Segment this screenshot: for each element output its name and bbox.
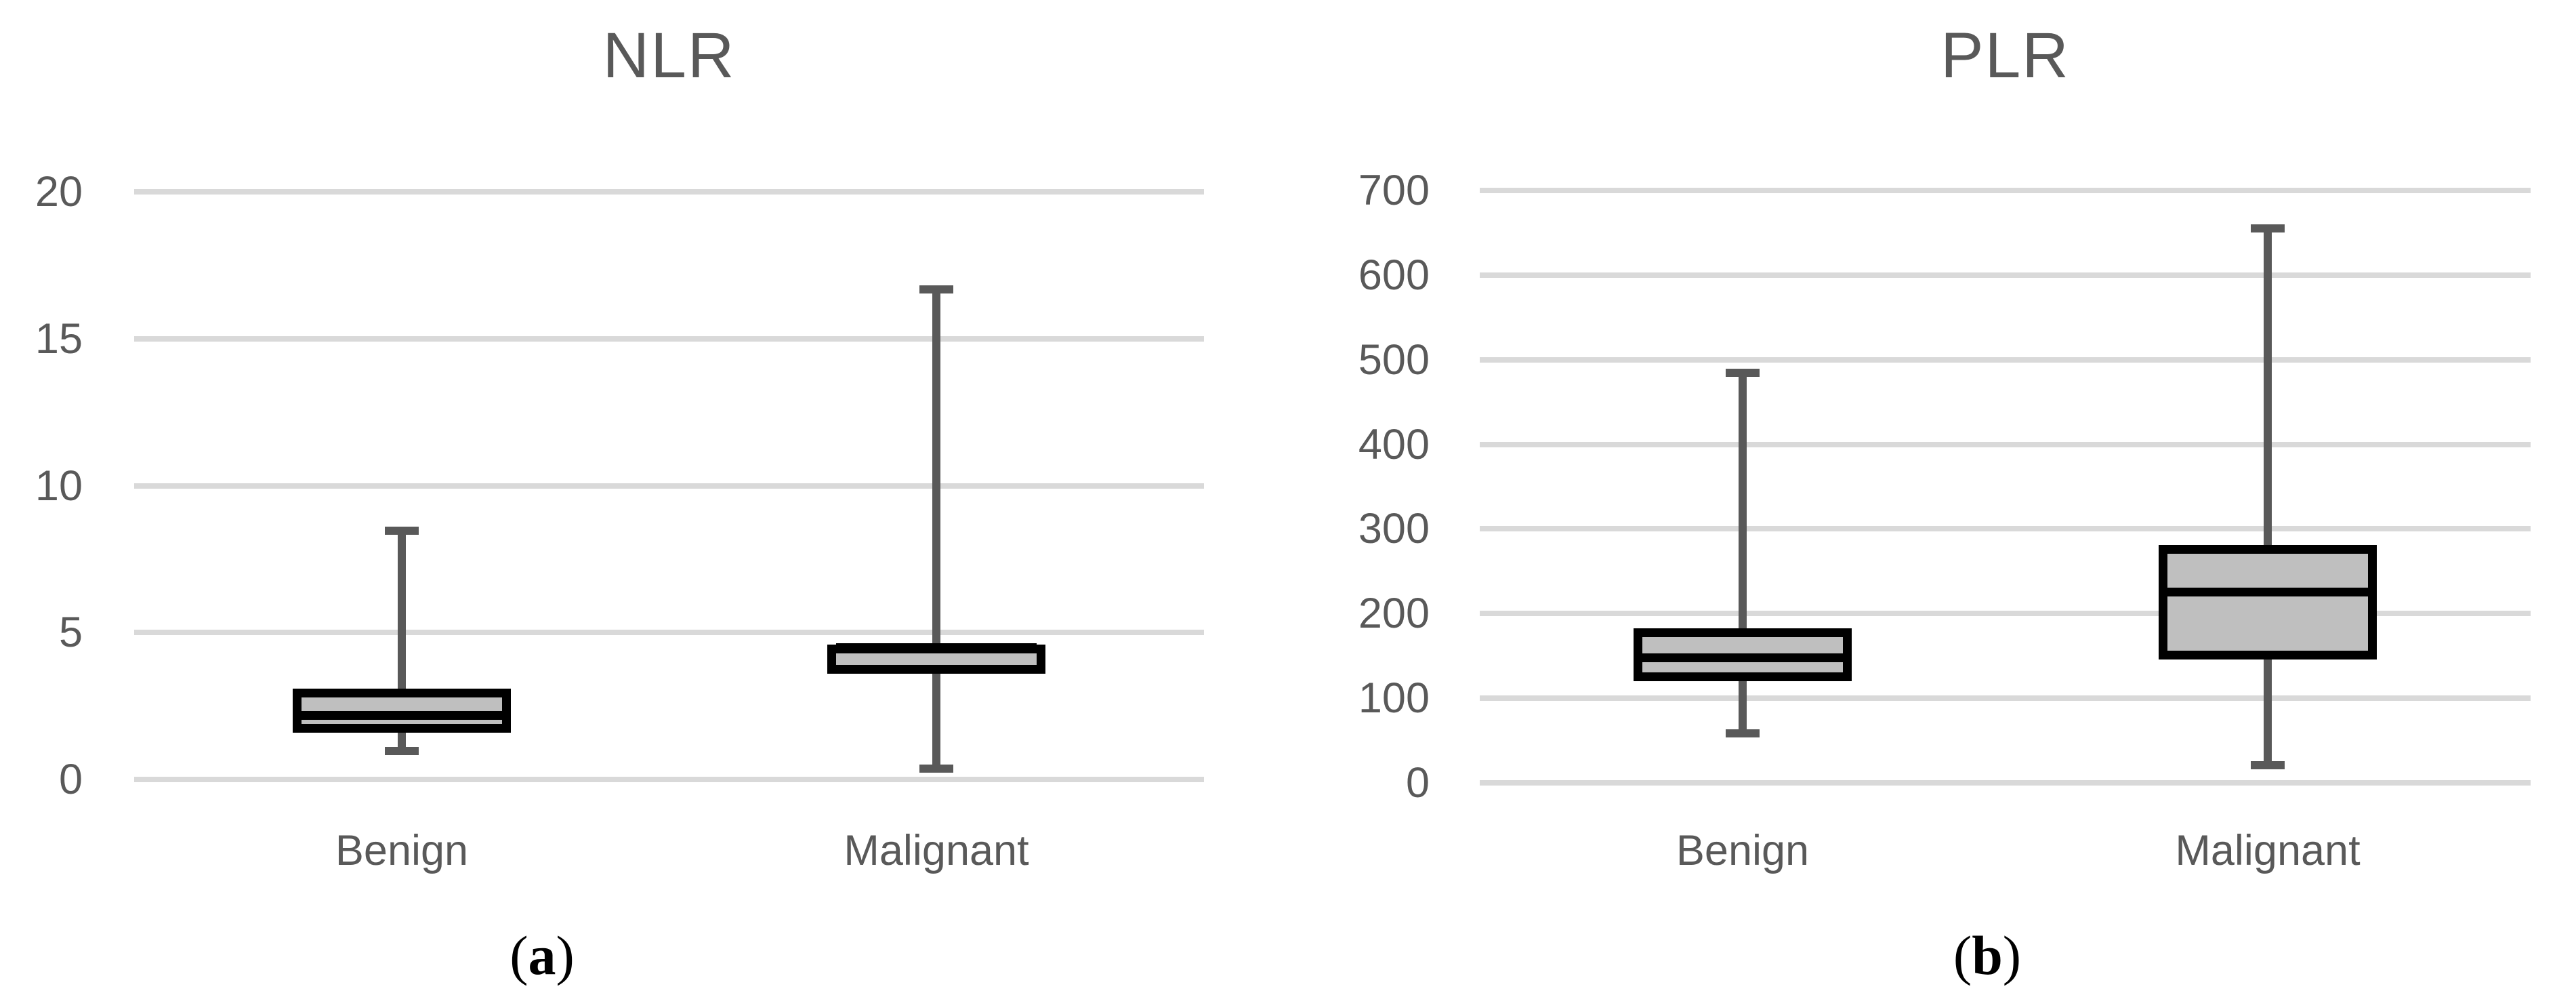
plr-y-tick-label-500: 500 xyxy=(1358,336,1430,384)
plr-benign-upper-whisker xyxy=(1738,372,1747,628)
caption-a-open-paren: ( xyxy=(510,925,528,986)
nlr-y-tick-label-0: 0 xyxy=(58,756,83,803)
plr-gridline-300 xyxy=(1480,526,2531,532)
plr-y-tick-label-100: 100 xyxy=(1358,674,1430,723)
plr-chart-title: PLR xyxy=(1940,20,2070,92)
plr-benign-lower-whisker-cap xyxy=(1725,729,1760,738)
nlr-malignant-upper-whisker xyxy=(932,289,941,645)
plr-gridline-500 xyxy=(1480,357,2531,363)
nlr-gridline-20 xyxy=(134,189,1204,195)
plr-y-tick-label-0: 0 xyxy=(1405,759,1430,807)
nlr-gridline-10 xyxy=(134,483,1204,489)
nlr-malignant-lower-whisker-cap xyxy=(919,764,954,773)
nlr-y-tick-label-5: 5 xyxy=(58,609,83,657)
plr-benign-lower-whisker xyxy=(1738,681,1747,733)
plr-category-label-malignant: Malignant xyxy=(2175,827,2361,874)
nlr-benign-upper-whisker xyxy=(397,529,406,689)
nlr-benign-median-line xyxy=(301,710,502,720)
plr-y-tick-label-600: 600 xyxy=(1358,251,1430,299)
plr-malignant-lower-whisker-cap xyxy=(2251,760,2285,769)
nlr-gridline-0 xyxy=(134,777,1204,782)
plr-y-tick-label-200: 200 xyxy=(1358,590,1430,638)
plr-y-tick-label-400: 400 xyxy=(1358,420,1430,468)
plr-malignant-lower-whisker xyxy=(2264,659,2272,765)
plr-y-tick-label-700: 700 xyxy=(1358,167,1430,214)
caption-b-close-paren: ) xyxy=(2002,925,2022,986)
plr-gridline-100 xyxy=(1480,695,2531,702)
caption-a-letter: a xyxy=(528,925,556,986)
nlr-gridline-5 xyxy=(134,630,1204,636)
nlr-y-tick-label-20: 20 xyxy=(35,168,83,216)
nlr-benign-box xyxy=(292,688,511,733)
plr-gridline-400 xyxy=(1480,441,2531,447)
nlr-malignant-upper-whisker-cap xyxy=(919,285,954,294)
plr-gridline-700 xyxy=(1480,188,2531,193)
plr-malignant-box xyxy=(2159,545,2377,659)
caption-a-close-paren: ) xyxy=(556,925,575,986)
nlr-chart-title: NLR xyxy=(602,20,736,92)
subfigure-caption-b: (b) xyxy=(1845,920,2130,991)
subfigure-caption-a: (a) xyxy=(400,920,684,991)
nlr-benign-lower-whisker xyxy=(397,732,406,750)
nlr-y-tick-label-15: 15 xyxy=(35,314,83,363)
plr-gridline-600 xyxy=(1480,272,2531,278)
plr-y-tick-label-300: 300 xyxy=(1358,505,1430,553)
nlr-malignant-median-line xyxy=(836,643,1037,652)
nlr-malignant-lower-whisker xyxy=(932,673,941,768)
plr-gridline-200 xyxy=(1480,611,2531,617)
nlr-y-tick-label-10: 10 xyxy=(35,462,83,510)
plr-malignant-upper-whisker xyxy=(2264,227,2272,546)
plr-gridline-0 xyxy=(1480,780,2531,786)
plr-category-label-benign: Benign xyxy=(1676,827,1810,874)
nlr-benign-lower-whisker-cap xyxy=(384,746,419,755)
nlr-gridline-15 xyxy=(134,336,1204,342)
plr-malignant-upper-whisker-cap xyxy=(2251,224,2285,232)
plr-benign-median-line xyxy=(1642,653,1843,663)
caption-b-letter: b xyxy=(1972,925,2003,986)
nlr-benign-upper-whisker-cap xyxy=(384,526,419,535)
plr-benign-upper-whisker-cap xyxy=(1725,369,1760,378)
nlr-category-label-malignant: Malignant xyxy=(844,827,1029,874)
plr-malignant-median-line xyxy=(2167,587,2369,596)
caption-b-open-paren: ( xyxy=(1953,925,1972,986)
nlr-category-label-benign: Benign xyxy=(335,827,469,874)
